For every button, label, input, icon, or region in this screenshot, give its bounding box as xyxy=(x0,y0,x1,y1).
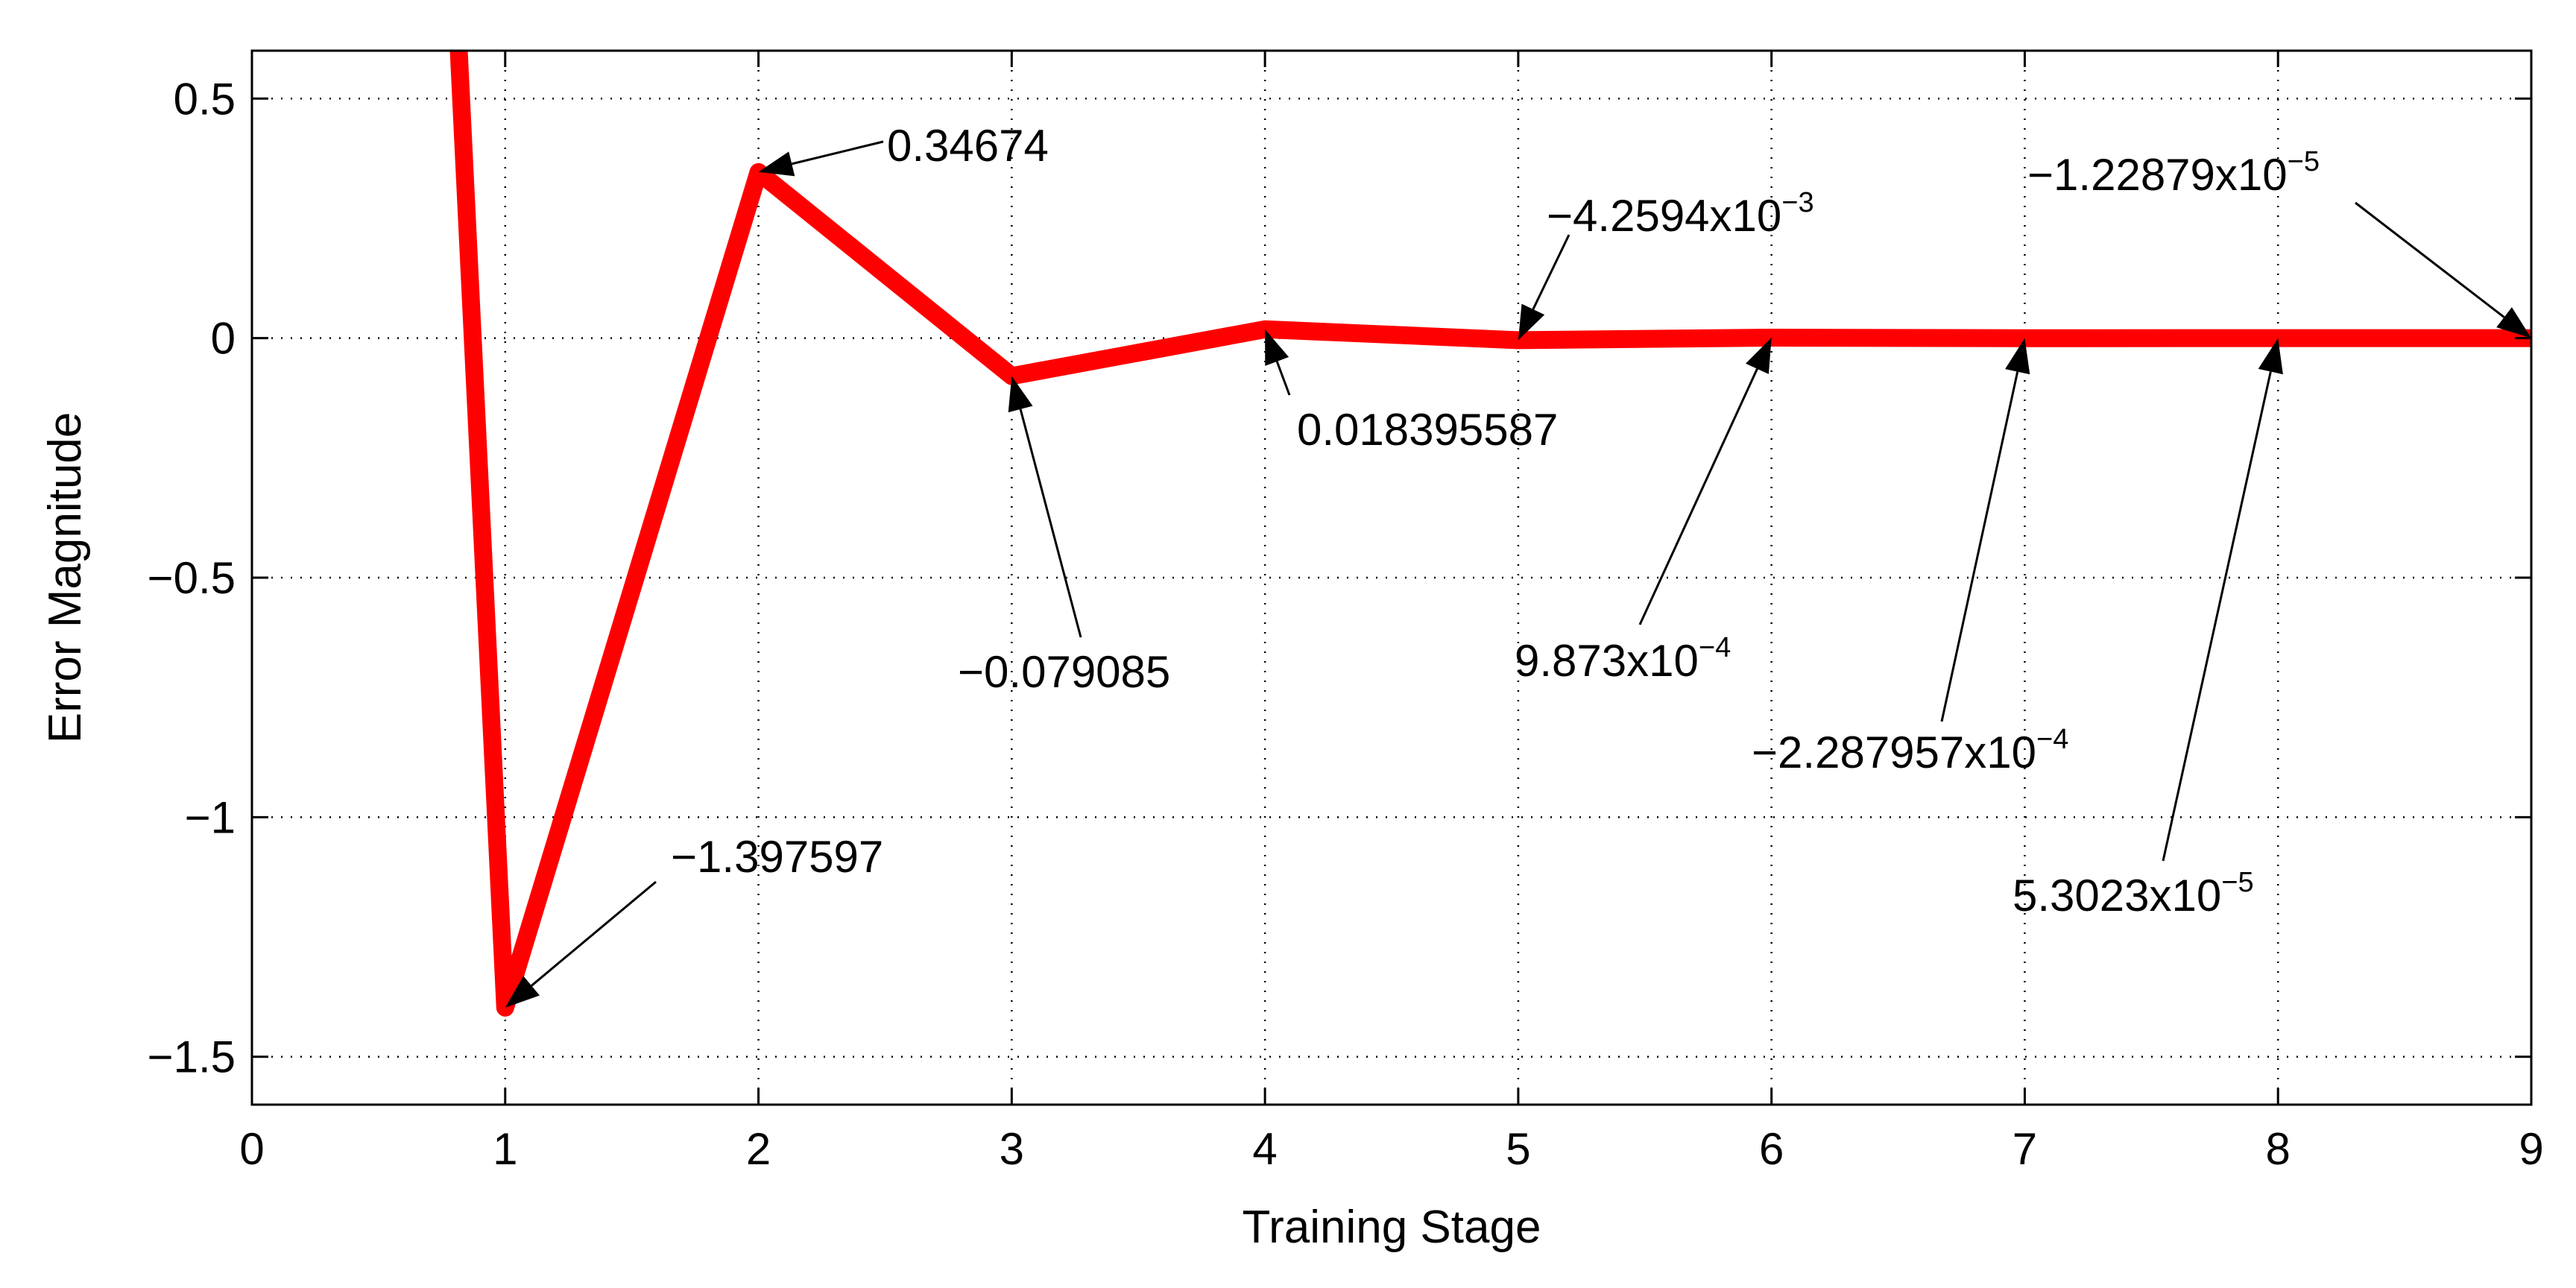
annotation-mantissa: −0.079085 xyxy=(958,647,1170,697)
annotation-arrow-shaft xyxy=(1019,408,1082,638)
annotation-arrow-shaft xyxy=(1940,371,2019,722)
y-axis-title: Error Magnitude xyxy=(40,412,91,744)
annotation-arrow-shaft xyxy=(531,880,657,987)
annotation-label: −4.2594x10−3 xyxy=(1547,187,1814,241)
series-layer xyxy=(449,51,2531,1017)
annotation-label: −2.287957x10−4 xyxy=(1752,724,2068,777)
annotation-label: −0.079085 xyxy=(958,647,1170,697)
annotation-arrow-shaft xyxy=(1275,361,1291,396)
x-tick-label: 5 xyxy=(1506,1124,1530,1174)
annotation-label: 5.3023x10−5 xyxy=(2012,867,2254,921)
annotation-label: −1.22879x10−5 xyxy=(2027,146,2320,200)
x-tick-label: 2 xyxy=(746,1124,771,1174)
x-tick-label: 6 xyxy=(1759,1124,1784,1174)
annotation-arrow-head xyxy=(2496,307,2531,338)
annotation-mantissa: −4.2594x10 xyxy=(1547,191,1781,241)
annotation-arrow-head xyxy=(1518,303,1545,341)
annotation-arrow-head xyxy=(2005,338,2030,375)
annotation-mantissa: 5.3023x10 xyxy=(2012,871,2221,921)
y-tick-label: 0.5 xyxy=(174,74,236,124)
annotation-arrow-shaft xyxy=(1638,368,1758,625)
annotation-arrow-head xyxy=(1008,376,1033,413)
x-tick-label: 4 xyxy=(1252,1124,1277,1174)
x-tick-label: 3 xyxy=(1000,1124,1024,1174)
annotation-exponent: −5 xyxy=(2288,146,2320,177)
annotation-label: −1.397597 xyxy=(671,832,883,882)
y-tick-label: −1.5 xyxy=(148,1032,236,1082)
annotation-mantissa: −1.397597 xyxy=(671,832,883,882)
annotation-arrow-head xyxy=(505,976,540,1008)
annotation-label: 0.34674 xyxy=(887,121,1049,171)
annotation-mantissa: −1.22879x10 xyxy=(2027,150,2288,200)
annotation-exponent: −4 xyxy=(2036,724,2068,755)
annotation-label: 0.018395587 xyxy=(1297,405,1558,455)
y-tick-label: −0.5 xyxy=(148,553,236,603)
annotation-arrow-head xyxy=(1265,329,1289,366)
annotation-arrow-shaft xyxy=(791,140,884,165)
annotation-mantissa: −2.287957x10 xyxy=(1752,727,2036,777)
x-tick-label: 8 xyxy=(2266,1124,2291,1174)
series-line xyxy=(449,51,2531,1017)
plot-background xyxy=(252,51,2531,1105)
annotation-mantissa: 9.873x10 xyxy=(1515,636,1699,686)
annotation-arrow-head xyxy=(2258,338,2283,375)
ticks: 0 1 2 3 4 5 6 7 8 9 0.5 0 −0.5 −1 −1.5 xyxy=(148,51,2544,1174)
x-axis-title: Training Stage xyxy=(1243,1202,1541,1253)
annotation-arrow-shaft xyxy=(2355,201,2505,318)
annotation-arrow-head xyxy=(758,151,795,177)
x-tick-label: 9 xyxy=(2519,1124,2543,1174)
annotation-exponent: −3 xyxy=(1781,187,1813,218)
annotations: −1.397597 0.34674 −0.079085 0.018395587 −4.2… xyxy=(505,121,2531,1008)
annotation-exponent: −5 xyxy=(2221,867,2253,898)
x-tick-label: 7 xyxy=(2012,1124,2037,1174)
annotation-arrow-shaft xyxy=(2162,371,2272,862)
x-tick-label: 0 xyxy=(239,1124,264,1174)
annotation-exponent: −4 xyxy=(1699,632,1731,663)
annotation-mantissa: 0.34674 xyxy=(887,121,1049,171)
y-tick-label: 0 xyxy=(211,314,236,364)
x-tick-label: 1 xyxy=(493,1124,517,1174)
annotation-label: 9.873x10−4 xyxy=(1515,632,1731,686)
annotation-mantissa: 0.018395587 xyxy=(1297,405,1558,455)
y-tick-label: −1 xyxy=(185,792,236,842)
annotation-arrow-head xyxy=(1746,338,1772,374)
annotation-arrow-shaft xyxy=(1532,234,1570,310)
